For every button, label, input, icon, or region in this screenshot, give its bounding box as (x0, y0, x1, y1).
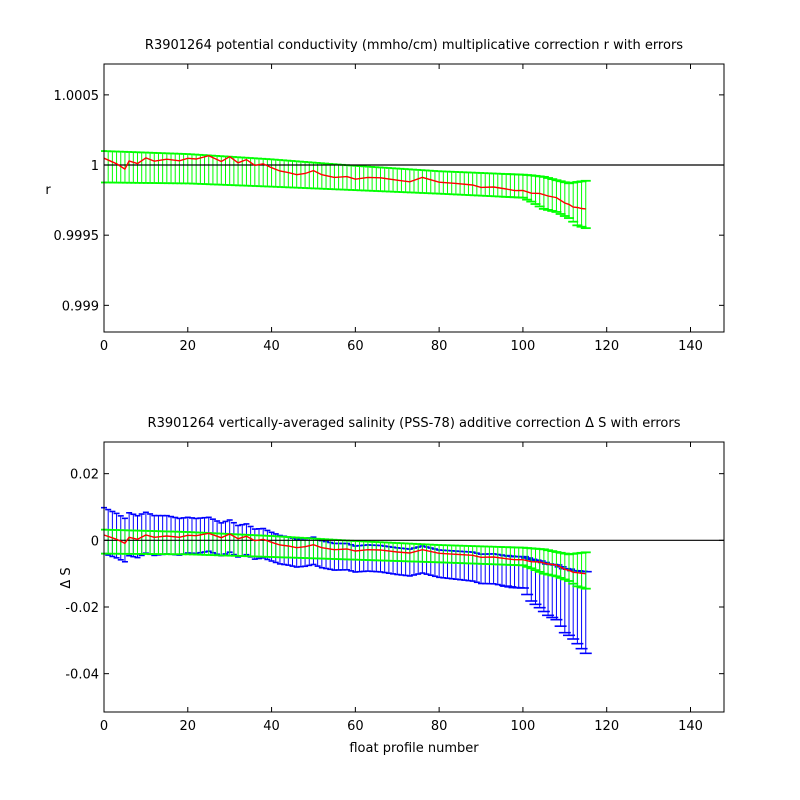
bottom-y-tick-label: 0.02 (70, 468, 99, 483)
top-y-tick-label: 0.9995 (54, 229, 100, 244)
top-x-tick-label: 80 (431, 339, 448, 354)
top-x-tick-label: 20 (180, 339, 197, 354)
bottom-x-tick-label: 80 (431, 719, 448, 734)
bottom-y-axis-label: Δ S (59, 567, 74, 588)
top-axes-frame (103, 63, 725, 333)
bottom-plot-area: 0 20 40 60 80 100 120 140 -0.04 -0.02 0 0.02 (65, 441, 725, 734)
bottom-x-axis-label: float profile number (349, 741, 479, 756)
bottom-y-tick-label: -0.02 (65, 601, 99, 616)
bottom-y-tick-label: -0.04 (65, 668, 99, 683)
top-chart-title: R3901264 potential conductivity (mmho/cm… (145, 38, 683, 53)
top-y-tick-label: 1 (91, 159, 99, 174)
top-plot-area: 0 20 40 60 80 100 120 140 0.999 0.9995 1 1.0005 (54, 63, 725, 354)
top-correction-line (103, 154, 586, 210)
bottom-axes-frame (103, 441, 725, 713)
top-x-tick-label: 120 (594, 339, 619, 354)
top-panel: R3901264 potential conductivity (mmho/cm… (45, 38, 725, 354)
bottom-panel: R3901264 vertically-averaged salinity (P… (59, 416, 725, 756)
bottom-x-tick-label: 120 (594, 719, 619, 734)
bottom-y-tick-label: 0 (91, 534, 99, 549)
top-x-tick-label: 0 (100, 339, 108, 354)
top-x-tick-label: 60 (347, 339, 364, 354)
bottom-x-tick-label: 20 (180, 719, 197, 734)
bottom-x-tick-label: 100 (511, 719, 536, 734)
bottom-chart-title: R3901264 vertically-averaged salinity (P… (148, 416, 681, 431)
top-x-tick-label: 40 (263, 339, 280, 354)
top-y-tick-label: 1.0005 (54, 89, 100, 104)
bottom-x-tick-label: 60 (347, 719, 364, 734)
top-y-axis-label: r (45, 183, 51, 198)
top-y-tick-label: 0.999 (62, 299, 99, 314)
top-x-tick-label: 100 (511, 339, 536, 354)
top-x-tick-label: 140 (678, 339, 703, 354)
bottom-correction-line (103, 532, 586, 575)
bottom-x-tick-label: 0 (100, 719, 108, 734)
bottom-x-tick-label: 140 (678, 719, 703, 734)
bottom-x-tick-label: 40 (263, 719, 280, 734)
